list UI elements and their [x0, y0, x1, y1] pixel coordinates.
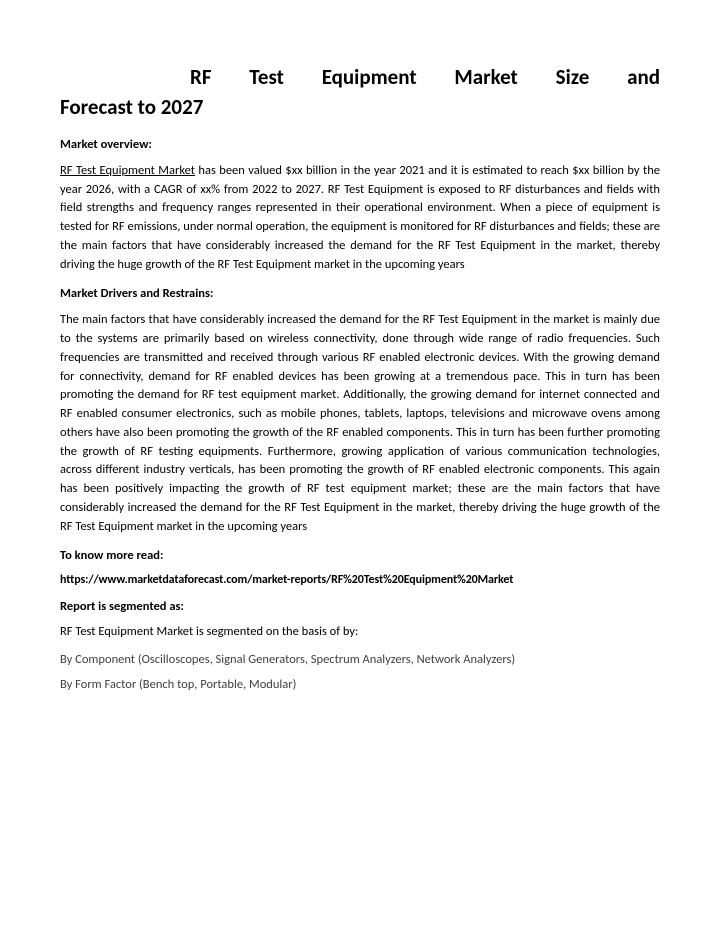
- know-more-heading: To know more read:: [60, 548, 660, 563]
- segment-component: By Component (Oscilloscopes, Signal Gene…: [60, 651, 660, 670]
- doc-title-line1: RF Test Equipment Market Size and: [60, 62, 660, 92]
- overview-heading: Market overview:: [60, 137, 660, 152]
- segment-form-factor: By Form Factor (Bench top, Portable, Mod…: [60, 676, 660, 695]
- segmented-intro: RF Test Equipment Market is segmented on…: [60, 624, 660, 639]
- overview-text: has been valued $xx billion in the year …: [60, 163, 660, 272]
- market-link[interactable]: RF Test Equipment Market: [60, 163, 195, 178]
- report-url[interactable]: https://www.marketdataforecast.com/marke…: [60, 573, 660, 587]
- overview-paragraph: RF Test Equipment Market has been valued…: [60, 162, 660, 275]
- doc-title-line2: Forecast to 2027: [60, 92, 660, 122]
- drivers-heading: Market Drivers and Restrains:: [60, 286, 660, 301]
- segmented-heading: Report is segmented as:: [60, 599, 660, 614]
- drivers-paragraph: The main factors that have considerably …: [60, 311, 660, 536]
